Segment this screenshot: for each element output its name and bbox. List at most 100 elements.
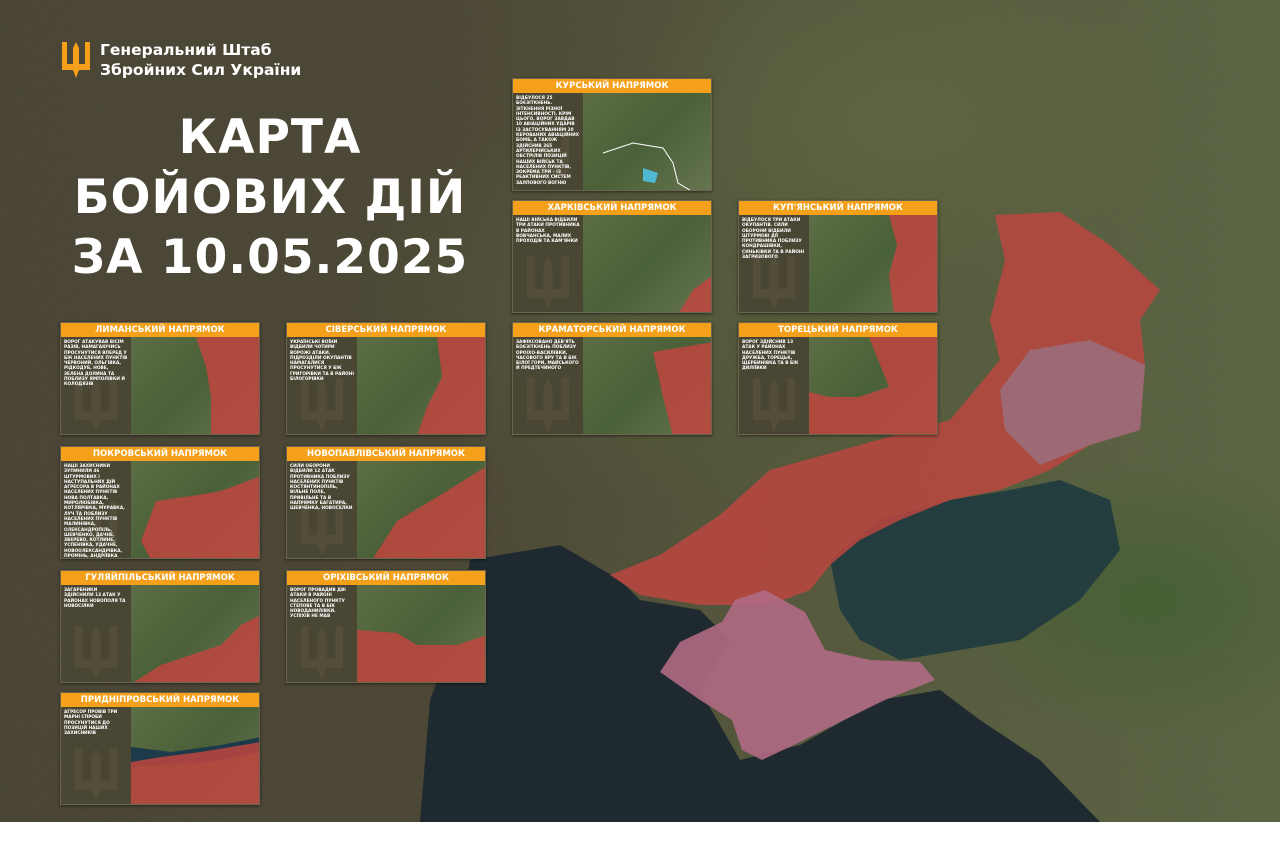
direction-card-kupiansk: КУП'ЯНСЬКИЙ НАПРЯМОК Відбулося три атаки… (738, 200, 938, 313)
direction-card-kursk: КУРСЬКИЙ НАПРЯМОК Відбулося 25 боєзіткне… (512, 78, 712, 191)
direction-card-pokrovsk: ПОКРОВСЬКИЙ НАПРЯМОК Наші захисники зупи… (60, 446, 260, 559)
occupied-area (889, 215, 937, 312)
card-description: Наші захисники зупинили 46 штурмових і н… (64, 464, 125, 558)
card-title: ПОКРОВСЬКИЙ НАПРЯМОК (61, 447, 259, 461)
card-description: Наші війська відбили три атаки противник… (516, 218, 580, 245)
occupied-area (417, 337, 485, 434)
direction-card-siversk: СІВЕРСЬКИЙ НАПРЯМОК Українські воїни від… (286, 322, 486, 435)
bottom-strip (0, 822, 1280, 843)
thumbnail-map (134, 616, 259, 682)
card-title: КУП'ЯНСЬКИЙ НАПРЯМОК (739, 201, 937, 215)
occupied-area (679, 276, 711, 312)
thumbnail-map (809, 337, 937, 434)
card-title: ЛИМАНСЬКИЙ НАПРЯМОК (61, 323, 259, 337)
title-line-1: КАРТА (178, 110, 362, 165)
card-title: ПРИДНІПРОВСЬКИЙ НАПРЯМОК (61, 693, 259, 707)
card-map-thumbnail (131, 585, 259, 682)
direction-card-orikhiv: ОРІХІВСЬКИЙ НАПРЯМОК Ворог провадив дві … (286, 570, 486, 683)
trident-watermark-icon (75, 626, 117, 680)
trident-watermark-icon (753, 256, 795, 310)
occupied-area (373, 467, 485, 558)
card-title: НОВОПАВЛІВСЬКИЙ НАПРЯМОК (287, 447, 485, 461)
card-map-thumbnail (131, 707, 259, 804)
thumbnail-map (679, 276, 711, 312)
direction-card-kramatorsk: КРАМАТОРСЬКИЙ НАПРЯМОК Зафіксовано дев'я… (512, 322, 712, 435)
sea-of-azov (830, 480, 1120, 660)
reservoir (643, 168, 658, 183)
org-name-line2: Збройних Сил України (100, 61, 302, 79)
card-map-thumbnail (357, 585, 485, 682)
card-description: Сили оборони відбили 12 атак противника … (290, 464, 353, 512)
card-map-thumbnail (809, 337, 937, 434)
thumbnail-map (417, 337, 485, 434)
occupied-area (196, 337, 259, 434)
title-date: ЗА 10.05.2025 (71, 230, 469, 285)
title-line-2: БОЙОВИХ ДІЙ (73, 170, 467, 225)
card-map-thumbnail (583, 337, 711, 434)
card-title: КРАМАТОРСЬКИЙ НАПРЯМОК (513, 323, 711, 337)
page-title: КАРТА БОЙОВИХ ДІЙ ЗА 10.05.2025 (40, 108, 500, 288)
trident-icon (62, 42, 90, 78)
thumbnail-map (889, 215, 937, 312)
trident-watermark-icon (75, 378, 117, 432)
trident-watermark-icon (527, 378, 569, 432)
card-text-panel: Українські воїни відбили чотири ворожі а… (287, 337, 357, 434)
occupied-area (809, 337, 937, 434)
card-title: СІВЕРСЬКИЙ НАПРЯМОК (287, 323, 485, 337)
occupied-territory (610, 212, 1160, 605)
thumbnail-map (131, 737, 259, 804)
trident-watermark-icon (527, 134, 569, 188)
card-text-panel: Наші захисники зупинили 46 штурмових і н… (61, 461, 131, 558)
thumbnail-map (357, 630, 485, 682)
card-text-panel: Відбулося три атаки окупантів. Сили обор… (739, 215, 809, 312)
occupied-area (141, 476, 259, 558)
trident-watermark-icon (753, 378, 795, 432)
trident-watermark-icon (301, 626, 343, 680)
card-title: ГУЛЯЙПІЛЬСЬКИЙ НАПРЯМОК (61, 571, 259, 585)
card-description: Агресор провів три марні спроби просунут… (64, 710, 118, 737)
battle-map: Генеральний Штаб Збройних Сил України КА… (0, 0, 1280, 822)
card-map-thumbnail (583, 93, 711, 190)
occupied-area (134, 616, 259, 682)
card-title: ХАРКІВСЬКИЙ НАПРЯМОК (513, 201, 711, 215)
thumbnail-map (196, 337, 259, 434)
trident-watermark-icon (75, 748, 117, 802)
border-line (602, 142, 691, 190)
card-text-panel: Відбулося 25 боєзіткнень. Зіткнення різн… (513, 93, 583, 190)
card-text-panel: Сили оборони відбили 12 атак противника … (287, 461, 357, 558)
direction-card-prydniprovskyi: ПРИДНІПРОВСЬКИЙ НАПРЯМОК Агресор провів … (60, 692, 260, 805)
card-description: Відбулося три атаки окупантів. Сили обор… (742, 218, 805, 261)
org-name-line1: Генеральний Штаб (100, 41, 272, 59)
card-description: Ворог провадив дві атаки в районі населе… (290, 588, 346, 620)
card-map-thumbnail (357, 461, 485, 558)
card-text-panel: Наші війська відбили три атаки противник… (513, 215, 583, 312)
general-staff-logo: Генеральний Штаб Збройних Сил України (60, 40, 301, 80)
trident-watermark-icon (527, 256, 569, 310)
occupied-since-2014 (1000, 340, 1145, 465)
direction-card-kharkiv: ХАРКІВСЬКИЙ НАПРЯМОК Наші війська відбил… (512, 200, 712, 313)
card-map-thumbnail (131, 461, 259, 558)
card-description: Ворог атакував вісім разів, намагаючись … (64, 340, 128, 388)
crimea-occupied (660, 590, 935, 760)
card-description: Українські воїни відбили чотири ворожі а… (290, 340, 354, 383)
card-title: КУРСЬКИЙ НАПРЯМОК (513, 79, 711, 93)
occupied-area (653, 342, 711, 434)
card-description: Зафіксовано дев'ять боєзіткнень поблизу … (516, 340, 579, 372)
card-text-panel: Ворог здійснив 13 атак у районах населен… (739, 337, 809, 434)
card-title: ОРІХІВСЬКИЙ НАПРЯМОК (287, 571, 485, 585)
direction-card-lyman: ЛИМАНСЬКИЙ НАПРЯМОК Ворог атакував вісім… (60, 322, 260, 435)
card-text-panel: Загарбники здійснили 13 атак у районах Н… (61, 585, 131, 682)
occupied-area (357, 630, 485, 682)
trident-watermark-icon (75, 502, 117, 556)
card-title: ТОРЕЦЬКИЙ НАПРЯМОК (739, 323, 937, 337)
card-map-thumbnail (809, 215, 937, 312)
card-map-thumbnail (583, 215, 711, 312)
card-map-thumbnail (131, 337, 259, 434)
card-description: Загарбники здійснили 13 атак у районах Н… (64, 588, 126, 609)
direction-card-toretsk: ТОРЕЦЬКИЙ НАПРЯМОК Ворог здійснив 13 ата… (738, 322, 938, 435)
card-text-panel: Ворог провадив дві атаки в районі населе… (287, 585, 357, 682)
card-description: Ворог здійснив 13 атак у районах населен… (742, 340, 799, 372)
thumbnail-map (373, 467, 485, 558)
trident-watermark-icon (301, 378, 343, 432)
thumbnail-map (653, 342, 711, 434)
